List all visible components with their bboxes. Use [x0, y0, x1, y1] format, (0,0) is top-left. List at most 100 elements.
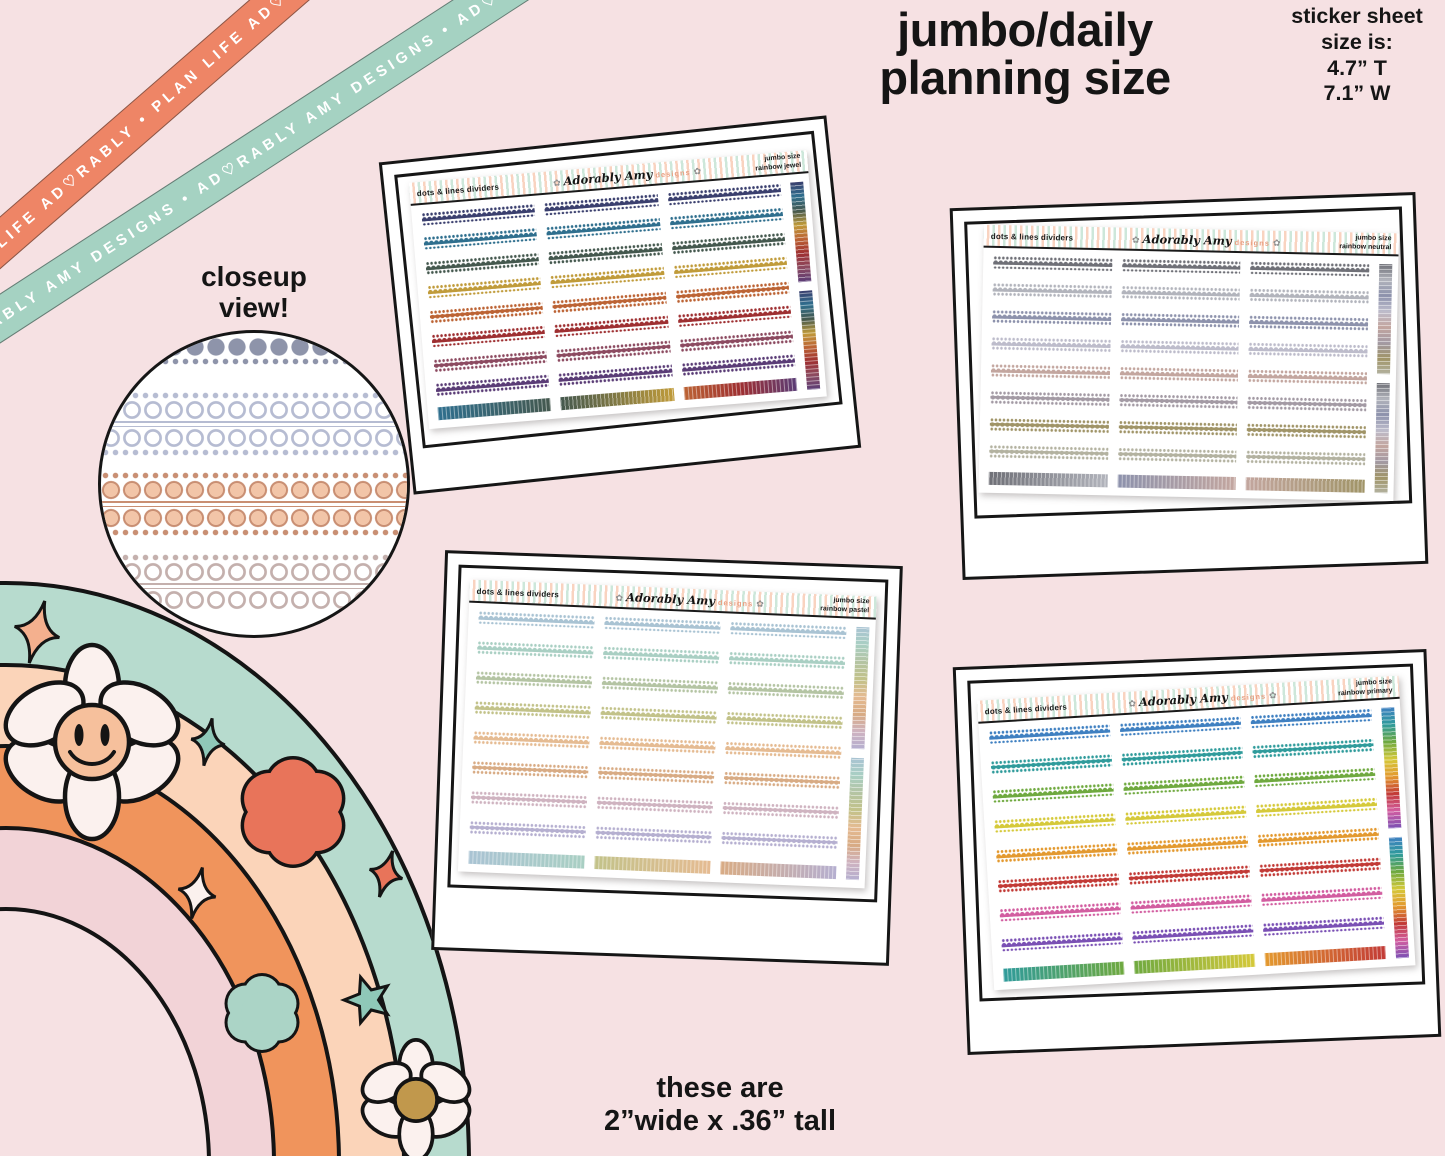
- divider-strip: [1119, 366, 1238, 382]
- polaroid-photo-area: dots & lines dividers ✿ Adorably Amy des…: [394, 130, 843, 449]
- divider-strip: [988, 723, 1111, 744]
- sticker-column: [1116, 258, 1241, 490]
- flower-doodle-icon: ✿: [1131, 234, 1140, 245]
- divider-pattern-sample: [101, 553, 407, 610]
- sticker-sheet-rainbow-neutral: dots & lines dividers ✿ Adorably Amy des…: [978, 224, 1399, 501]
- divider-strip: [473, 730, 591, 749]
- sticker-sheet-size-note: sticker sheet size is: 4.7” T 7.1” W: [1291, 4, 1423, 106]
- divider-strip: [433, 349, 548, 372]
- divider-strip: [723, 800, 840, 819]
- sparkle-icons: [13, 600, 404, 1027]
- divider-strip: [1000, 931, 1123, 952]
- divider-strip: [1248, 341, 1367, 358]
- sticker-grid: [458, 602, 876, 887]
- divider-strip: [429, 300, 544, 324]
- divider-strip: [478, 610, 596, 629]
- divider-strip: [1246, 422, 1366, 439]
- sticker-column: [667, 183, 798, 401]
- divider-strip: [995, 842, 1118, 863]
- polaroid-photo-area: dots & lines dividers ✿ Adorably Amy des…: [447, 564, 889, 903]
- rainbow-rail-strip: [851, 626, 871, 749]
- divider-strip: [1117, 446, 1237, 463]
- sheet-size-label: jumbo size rainbow jewel: [755, 152, 802, 173]
- divider-strip: [1245, 449, 1365, 466]
- divider-strip: [989, 417, 1109, 433]
- closeup-view-label: closeup view!: [201, 261, 307, 324]
- divider-strip-gradient: [1116, 473, 1236, 490]
- divider-strip: [546, 217, 661, 240]
- divider-strip: [729, 651, 846, 670]
- daisy-smiley-flower: [3, 642, 181, 842]
- sheet-title: dots & lines dividers: [990, 230, 1073, 242]
- divider-strip: [554, 314, 669, 338]
- divider-strip: [1123, 775, 1245, 796]
- divider-strip: [1118, 392, 1238, 409]
- title-line2: planning size: [879, 50, 1171, 104]
- divider-strip: [423, 227, 538, 251]
- smiley-face: [68, 724, 116, 766]
- divider-strip: [556, 339, 671, 362]
- divider-strip: [990, 753, 1113, 774]
- divider-strip: [1252, 737, 1374, 758]
- divider-strip: [600, 705, 718, 724]
- divider-strip: [598, 765, 715, 784]
- sheet-title: dots & lines dividers: [984, 701, 1068, 716]
- divider-strip: [991, 336, 1110, 352]
- sheet-title: dots & lines dividers: [476, 586, 560, 599]
- divider-strip: [1130, 893, 1252, 914]
- divider-strip: [1247, 395, 1366, 412]
- divider-strip: [1262, 915, 1385, 936]
- divider-strip-gradient: [1002, 960, 1125, 982]
- brand-name: Adorably Amy: [1142, 231, 1232, 248]
- divider-strip: [726, 711, 844, 729]
- divider-strip: [604, 615, 722, 634]
- divider-strip: [1259, 856, 1381, 877]
- divider-strip: [990, 363, 1110, 379]
- vertical-rail-strips: [846, 626, 871, 880]
- divider-strip: [548, 241, 663, 265]
- divider-strip: [1257, 826, 1380, 847]
- divider-strip: [475, 700, 592, 719]
- polaroid-rainbow-jewel: dots & lines dividers ✿ Adorably Amy des…: [378, 115, 862, 495]
- rainbow-rail-strip: [1389, 836, 1410, 958]
- brand-suffix: designs: [1234, 237, 1270, 248]
- sheet-size-label: jumbo size rainbow neutral: [1338, 234, 1392, 251]
- sticker-grid: [978, 247, 1398, 500]
- divider-strip: [1119, 339, 1239, 355]
- flower-doodle-icon: ✿: [756, 598, 765, 609]
- divider-strip-gradient: [437, 398, 552, 421]
- divider-strip-gradient: [683, 377, 798, 401]
- brand-name: Adorably Amy: [563, 166, 654, 188]
- divider-strip: [1247, 368, 1367, 385]
- coral-flower: [240, 756, 346, 868]
- rainbow-rail-strip: [846, 757, 865, 880]
- divider-strip: [725, 740, 843, 759]
- divider-strip: [1250, 708, 1373, 729]
- divider-strip-gradient: [988, 471, 1108, 487]
- flower-doodle-icon: ✿: [1127, 697, 1137, 709]
- divider-strip: [999, 901, 1121, 922]
- divider-strip: [997, 871, 1120, 893]
- flower-doodle-icon: ✿: [615, 592, 624, 603]
- divider-strip: [728, 681, 845, 699]
- divider-strip: [671, 231, 786, 255]
- divider-strip: [544, 193, 659, 216]
- polaroid-rainbow-pastel: dots & lines dividers ✿ Adorably Amy des…: [431, 550, 903, 966]
- divider-strip: [1249, 260, 1369, 277]
- divider-strip: [730, 621, 848, 640]
- brand-suffix: designs: [1230, 691, 1267, 703]
- divider-strip: [993, 812, 1116, 833]
- divider-strip: [603, 645, 720, 664]
- vertical-rail-strips: [1373, 263, 1392, 493]
- divider-pattern-sample: [101, 471, 407, 537]
- divider-strip: [1120, 312, 1239, 328]
- divider-strip: [724, 770, 841, 789]
- divider-strip: [1253, 767, 1376, 788]
- divider-pattern-sample: [101, 337, 407, 366]
- sheet-size-label: jumbo size rainbow pastel: [820, 596, 871, 615]
- closeup-circle: [98, 330, 410, 638]
- sticker-column: [1250, 708, 1387, 966]
- divider-strip-gradient: [594, 855, 712, 874]
